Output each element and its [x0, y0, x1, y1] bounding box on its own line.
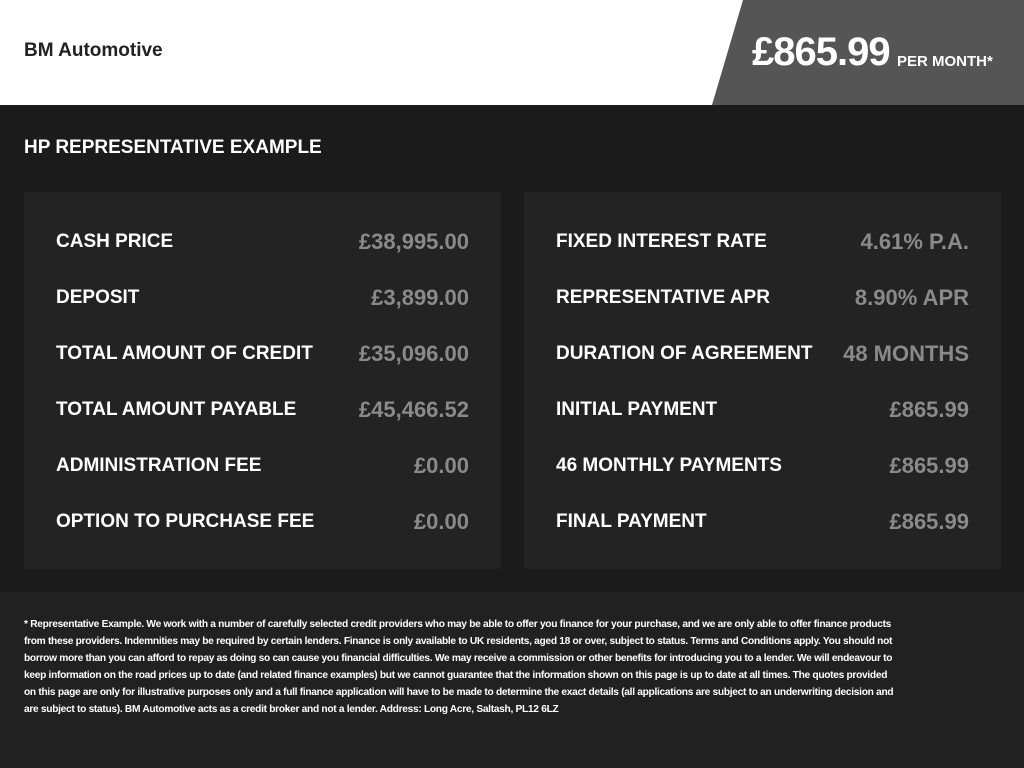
row-label: DEPOSIT — [56, 287, 140, 308]
row-value: £0.00 — [413, 509, 469, 534]
footer-disclaimer: * Representative Example. We work with a… — [0, 592, 1024, 768]
row-label: TOTAL AMOUNT OF CREDIT — [56, 343, 313, 364]
row-value: 4.61% P.A. — [860, 229, 969, 254]
row-label: INITIAL PAYMENT — [556, 399, 718, 420]
row-label: REPRESENTATIVE APR — [556, 287, 770, 308]
finance-row: OPTION TO PURCHASE FEE £0.00 — [56, 494, 469, 550]
finance-panel-right: FIXED INTEREST RATE 4.61% P.A. REPRESENTA… — [524, 192, 1001, 569]
row-label: DURATION OF AGREEMENT — [556, 343, 813, 364]
finance-row: ADMINISTRATION FEE £0.00 — [56, 438, 469, 494]
finance-panel-left: CASH PRICE £38,995.00 DEPOSIT £3,899.00 TO… — [24, 192, 501, 569]
monthly-price-box: £865.99 PER MONTH* — [712, 0, 1024, 105]
row-label: OPTION TO PURCHASE FEE — [56, 511, 315, 532]
per-month-label: PER MONTH* — [897, 53, 993, 70]
finance-example: HP REPRESENTATIVE EXAMPLE CASH PRICE £38,… — [0, 105, 1024, 592]
row-value: £865.99 — [889, 453, 969, 478]
row-label: 46 MONTHLY PAYMENTS — [556, 455, 782, 476]
finance-row: CASH PRICE £38,995.00 — [56, 214, 469, 270]
row-label: CASH PRICE — [56, 231, 174, 252]
finance-row: REPRESENTATIVE APR 8.90% APR — [556, 270, 969, 326]
row-value: £865.99 — [889, 509, 969, 534]
finance-row: FINAL PAYMENT £865.99 — [556, 494, 969, 550]
finance-row: FIXED INTEREST RATE 4.61% P.A. — [556, 214, 969, 270]
row-value: 48 MONTHS — [843, 341, 969, 366]
brand-name: BM Automotive — [24, 40, 163, 61]
section-title: HP REPRESENTATIVE EXAMPLE — [24, 137, 322, 158]
row-label: ADMINISTRATION FEE — [56, 455, 262, 476]
row-value: £0.00 — [413, 453, 469, 478]
row-value: £38,995.00 — [358, 229, 469, 254]
finance-row: TOTAL AMOUNT PAYABLE £45,466.52 — [56, 382, 469, 438]
row-label: TOTAL AMOUNT PAYABLE — [56, 399, 297, 420]
finance-row: 46 MONTHLY PAYMENTS £865.99 — [556, 438, 969, 494]
finance-row: DEPOSIT £3,899.00 — [56, 270, 469, 326]
row-label: FINAL PAYMENT — [556, 511, 707, 532]
row-value: £3,899.00 — [371, 285, 469, 310]
row-value: £865.99 — [889, 397, 969, 422]
row-value: 8.90% APR — [854, 285, 969, 310]
disclaimer-text: * Representative Example. We work with a… — [24, 619, 894, 715]
row-label: FIXED INTEREST RATE — [556, 231, 767, 252]
finance-row: DURATION OF AGREEMENT 48 MONTHS — [556, 326, 969, 382]
finance-row: INITIAL PAYMENT £865.99 — [556, 382, 969, 438]
monthly-price: £865.99 — [752, 30, 891, 74]
header: BM Automotive £865.99 PER MONTH* — [0, 0, 1024, 105]
row-value: £35,096.00 — [358, 341, 469, 366]
row-value: £45,466.52 — [358, 397, 469, 422]
finance-row: TOTAL AMOUNT OF CREDIT £35,096.00 — [56, 326, 469, 382]
